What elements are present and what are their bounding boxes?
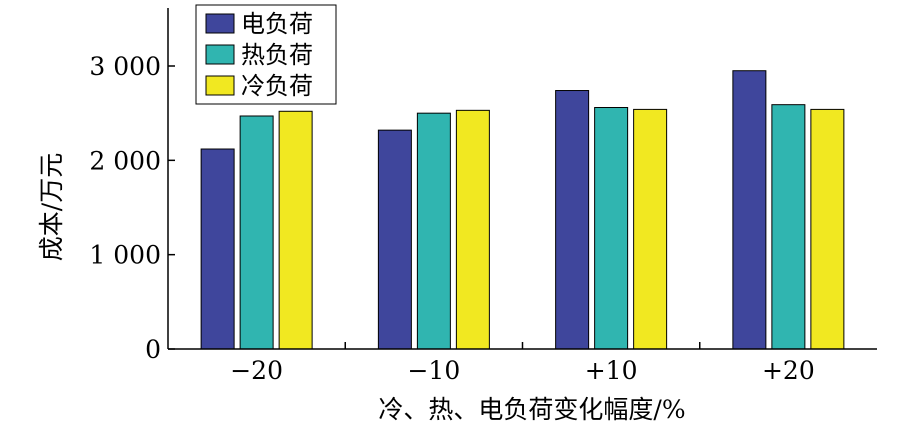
bar xyxy=(810,108,845,350)
bar xyxy=(771,104,806,350)
x-axis-label: 冷、热、电负荷变化幅度/% xyxy=(378,395,685,424)
x-tick-label: −10 xyxy=(407,356,460,385)
legend-swatch xyxy=(205,13,235,34)
x-tick-label: +20 xyxy=(762,356,815,385)
legend-swatch xyxy=(205,75,235,96)
x-tick-label: −20 xyxy=(230,356,283,385)
bar xyxy=(633,108,668,350)
bar xyxy=(200,148,235,350)
y-tick-label: 3 000 xyxy=(89,52,161,81)
y-tick-label: 0 xyxy=(145,335,161,364)
tick-labels-layer: 0 1 000 2 000 3 000 −20 −10 +10 +20 xyxy=(89,52,814,385)
legend-label: 热负荷 xyxy=(241,41,313,69)
bar xyxy=(555,90,590,350)
bar xyxy=(416,112,451,350)
bar xyxy=(594,107,629,350)
legend-swatch xyxy=(205,44,235,65)
bar xyxy=(239,115,274,350)
axes-layer xyxy=(167,8,877,350)
legend-label: 冷负荷 xyxy=(241,72,313,100)
y-tick-label: 2 000 xyxy=(89,146,161,175)
y-tick-label: 1 000 xyxy=(89,241,161,270)
bar xyxy=(377,129,412,350)
x-tick-label: +10 xyxy=(585,356,638,385)
y-axis-label: 成本/万元 xyxy=(37,153,66,261)
bar xyxy=(732,70,767,350)
bar xyxy=(278,110,313,350)
legend-label: 电负荷 xyxy=(241,10,313,38)
bars-layer xyxy=(200,70,845,350)
bar xyxy=(455,109,490,350)
